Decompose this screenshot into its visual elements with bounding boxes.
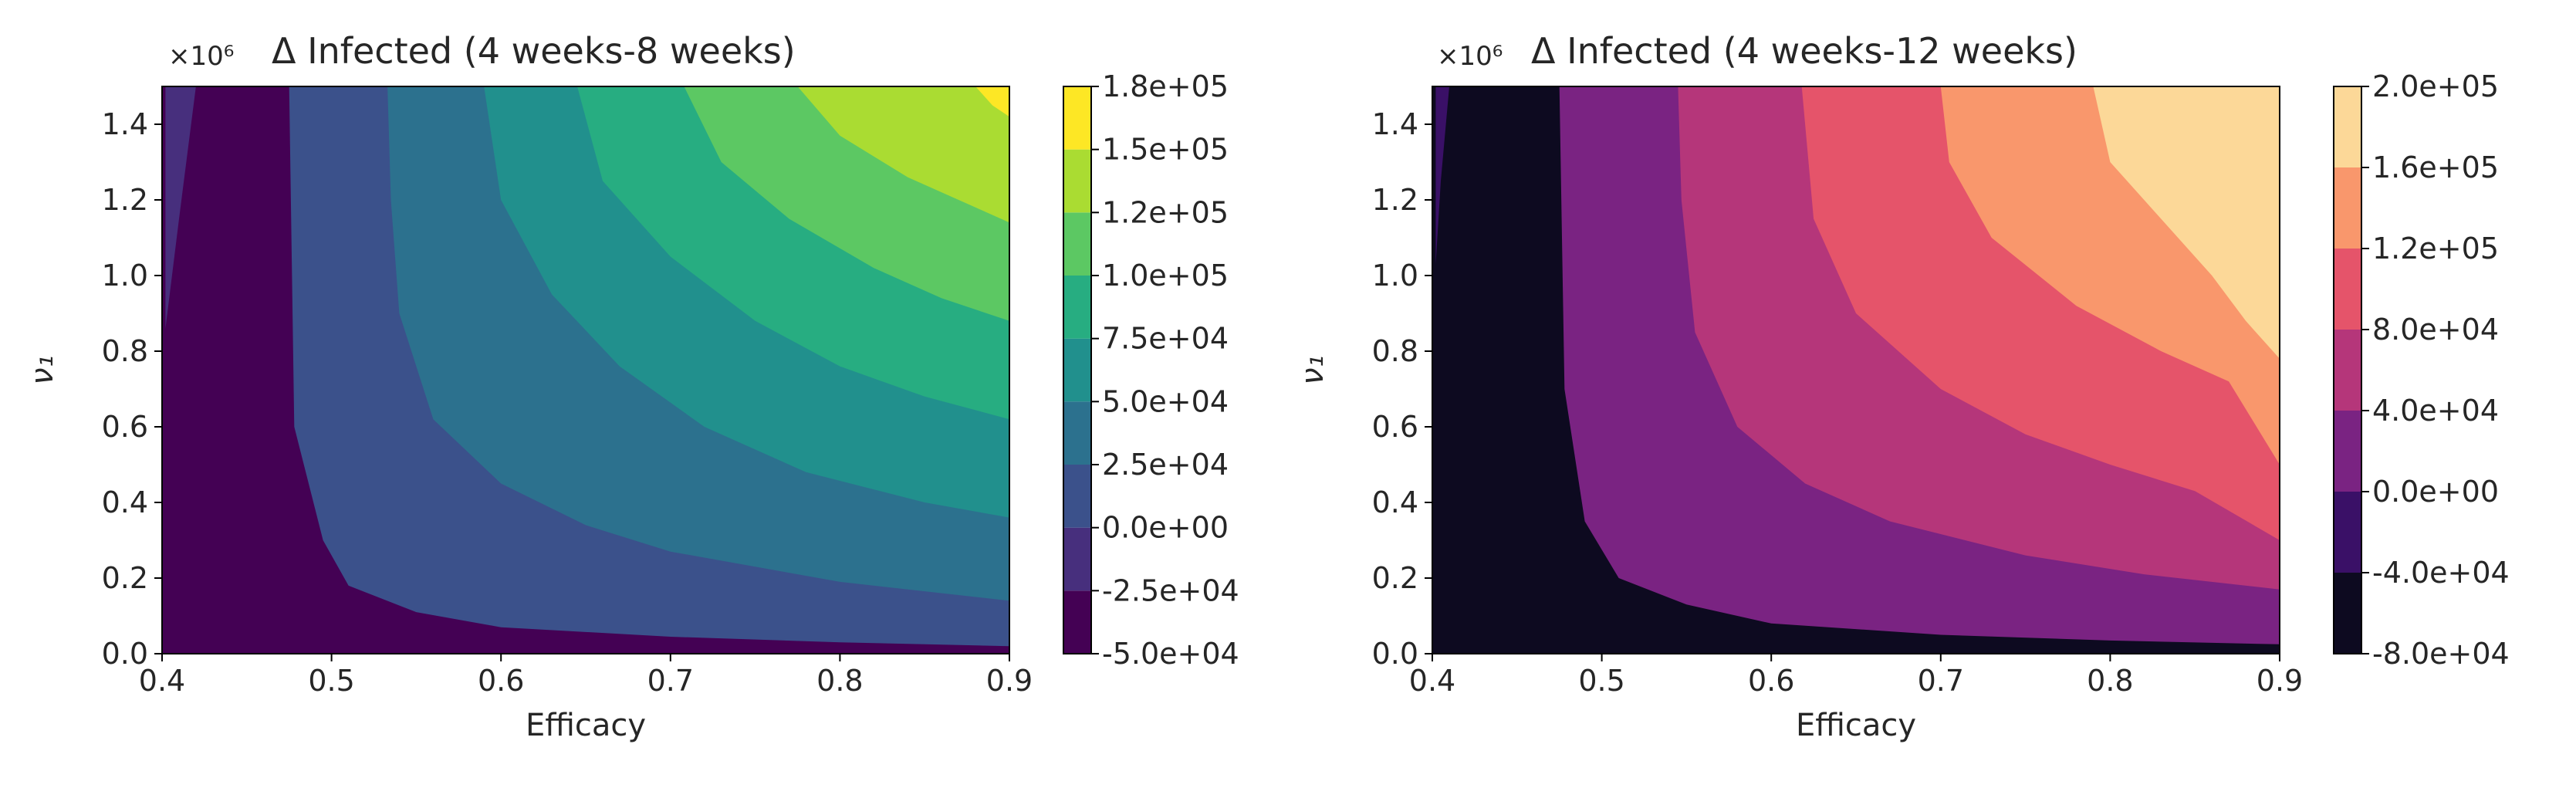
colorbar-segment bbox=[1063, 338, 1091, 402]
scale-note: ×10⁶ bbox=[168, 41, 234, 72]
y-tick-label: 1.2 bbox=[102, 183, 148, 217]
colorbar-tick-label: 0.0e+00 bbox=[1102, 511, 1229, 545]
colorbar-tick-label: 7.5e+04 bbox=[1102, 322, 1229, 356]
y-tick-label: 1.0 bbox=[1372, 259, 1418, 293]
x-axis-label: Efficacy bbox=[1796, 708, 1916, 743]
y-tick-label: 0.8 bbox=[102, 334, 148, 368]
scale-note: ×10⁶ bbox=[1437, 41, 1503, 72]
x-tick-label: 0.4 bbox=[139, 664, 185, 698]
y-tick-label: 0.6 bbox=[102, 410, 148, 444]
y-tick-label: 0.4 bbox=[102, 485, 148, 519]
x-tick-label: 0.8 bbox=[816, 664, 863, 698]
colorbar-tick-label: 2.5e+04 bbox=[1102, 448, 1229, 482]
panel-title: Δ Infected (4 weeks-12 weeks) bbox=[1531, 30, 2077, 72]
colorbar-segment bbox=[1063, 465, 1091, 528]
colorbar-segment bbox=[2334, 167, 2361, 249]
contour-bands bbox=[162, 86, 1009, 654]
colorbar-tick-label: 1.5e+05 bbox=[1102, 133, 1229, 167]
y-tick-label: 0.0 bbox=[102, 637, 148, 671]
y-axis-label: ν₁ bbox=[25, 355, 60, 384]
colorbar-frame bbox=[2333, 86, 2362, 654]
colorbar-segment bbox=[2334, 249, 2361, 330]
colorbar-tick-label: 4.0e+04 bbox=[2372, 394, 2499, 428]
colorbar-segment bbox=[1063, 401, 1091, 465]
colorbar-segment bbox=[2334, 492, 2361, 573]
y-tick-label: 0.4 bbox=[1372, 485, 1418, 519]
colorbar-segment bbox=[2334, 411, 2361, 492]
x-tick-label: 0.7 bbox=[1918, 664, 1964, 698]
plot-frame bbox=[1432, 86, 2280, 654]
colorbar-tick-label: -8.0e+04 bbox=[2372, 637, 2510, 671]
contour-band bbox=[975, 86, 1009, 117]
y-tick-label: 0.8 bbox=[1372, 334, 1418, 368]
colorbar-tick-label: 1.2e+05 bbox=[2372, 232, 2499, 265]
y-tick-label: 1.4 bbox=[102, 107, 148, 141]
contour-band bbox=[797, 86, 1009, 223]
x-tick-label: 0.5 bbox=[1578, 664, 1624, 698]
colorbar-tick-label: -5.0e+04 bbox=[1102, 637, 1239, 671]
colorbar-tick-label: 1.6e+05 bbox=[2372, 150, 2499, 184]
x-tick-label: 0.7 bbox=[647, 664, 694, 698]
x-axis-label: Efficacy bbox=[526, 708, 646, 743]
y-tick-label: 0.2 bbox=[1372, 561, 1418, 595]
colorbar-tick-label: 1.0e+05 bbox=[1102, 259, 1229, 293]
x-tick-label: 0.6 bbox=[478, 664, 524, 698]
left-contour-panel: 0.4 0.5 0.6 0.7 0.8 0.9 0.0 0.2 0.4 0.6 0.8 1.0 1.2 1… bbox=[25, 30, 1239, 743]
x-tick-label: 0.5 bbox=[308, 664, 354, 698]
colorbar-tick-label: 1.2e+05 bbox=[1102, 195, 1229, 229]
contour-band bbox=[2093, 86, 2280, 359]
y-tick-label: 0.2 bbox=[102, 561, 148, 595]
colorbar-segment bbox=[1063, 86, 1091, 150]
colorbar-segment bbox=[1063, 149, 1091, 213]
colorbar-segment bbox=[1063, 212, 1091, 276]
colorbar-segment bbox=[2334, 86, 2361, 167]
plot-frame bbox=[161, 86, 1010, 654]
x-tick-label: 0.8 bbox=[2087, 664, 2133, 698]
colorbar-tick-label: -2.5e+04 bbox=[1102, 573, 1239, 607]
colorbar-segment bbox=[1063, 590, 1091, 654]
colorbar-tick-label: -4.0e+04 bbox=[2372, 556, 2510, 590]
y-axis-label: ν₁ bbox=[1295, 355, 1330, 384]
colorbar-frame bbox=[1063, 86, 1092, 654]
colorbar-tick-label: 8.0e+04 bbox=[2372, 313, 2499, 347]
x-tick-label: 0.9 bbox=[986, 664, 1033, 698]
colorbar-segment bbox=[2334, 330, 2361, 411]
colorbar-tick-label: 0.0e+00 bbox=[2372, 475, 2499, 509]
y-tick-label: 1.0 bbox=[102, 259, 148, 293]
colorbar-segment bbox=[2334, 573, 2361, 654]
colorbar-tick-label: 1.8e+05 bbox=[1102, 69, 1229, 103]
x-tick-label: 0.6 bbox=[1748, 664, 1794, 698]
colorbar-segment bbox=[1063, 527, 1091, 591]
colorbar-tick-label: 2.0e+05 bbox=[2372, 69, 2499, 103]
colorbar-tick-label: 5.0e+04 bbox=[1102, 384, 1229, 418]
y-tick-label: 0.0 bbox=[1372, 637, 1418, 671]
x-tick-label: 0.4 bbox=[1409, 664, 1455, 698]
y-tick-label: 0.6 bbox=[1372, 410, 1418, 444]
panel-title: Δ Infected (4 weeks-8 weeks) bbox=[272, 30, 796, 72]
x-tick-label: 0.9 bbox=[2257, 664, 2303, 698]
y-tick-label: 1.4 bbox=[1372, 107, 1418, 141]
y-tick-label: 1.2 bbox=[1372, 183, 1418, 217]
colorbar-segment bbox=[1063, 276, 1091, 339]
contour-bands bbox=[1432, 86, 2280, 654]
right-contour-panel: 0.4 0.5 0.6 0.7 0.8 0.9 0.0 0.2 0.4 0.6 0.8 1.0 1.2 1… bbox=[1295, 30, 2510, 743]
